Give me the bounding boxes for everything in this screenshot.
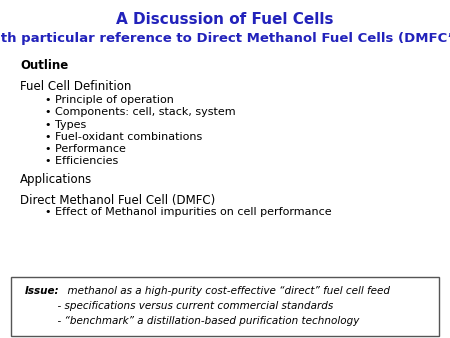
Text: • Types: • Types — [45, 120, 86, 130]
Text: A Discussion of Fuel Cells: A Discussion of Fuel Cells — [116, 12, 334, 27]
Text: Issue:: Issue: — [25, 286, 59, 296]
Text: • Efficiencies: • Efficiencies — [45, 156, 118, 166]
Text: • Performance: • Performance — [45, 144, 126, 154]
Text: Outline: Outline — [20, 59, 68, 72]
Text: • Components: cell, stack, system: • Components: cell, stack, system — [45, 107, 236, 118]
Text: with particular reference to Direct Methanol Fuel Cells (DMFC’s): with particular reference to Direct Meth… — [0, 32, 450, 45]
Text: - “benchmark” a distillation-based purification technology: - “benchmark” a distillation-based purif… — [25, 316, 359, 326]
FancyBboxPatch shape — [11, 277, 439, 336]
Text: • Fuel-oxidant combinations: • Fuel-oxidant combinations — [45, 132, 202, 142]
Text: Applications: Applications — [20, 173, 93, 186]
Text: methanol as a high-purity cost-effective “direct” fuel cell feed: methanol as a high-purity cost-effective… — [61, 286, 390, 296]
Text: Direct Methanol Fuel Cell (DMFC): Direct Methanol Fuel Cell (DMFC) — [20, 194, 216, 207]
Text: - specifications versus current commercial standards: - specifications versus current commerci… — [25, 301, 333, 311]
Text: Fuel Cell Definition: Fuel Cell Definition — [20, 80, 131, 93]
Text: • Principle of operation: • Principle of operation — [45, 95, 174, 105]
Text: • Effect of Methanol impurities on cell performance: • Effect of Methanol impurities on cell … — [45, 207, 332, 217]
